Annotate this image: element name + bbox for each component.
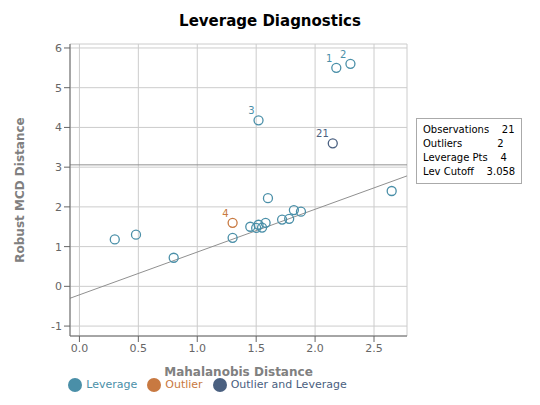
html-text:Outlier and Leverage: Outlier and Leverage: [230, 378, 347, 391]
html-text:Leverage: Leverage: [86, 378, 138, 391]
svg-text:5: 5: [55, 82, 62, 95]
svg-text:3: 3: [55, 161, 62, 174]
html-text:Observations 21 Outliers 2 Lev: Observations 21 Outliers 2 Leverage Pts …: [423, 124, 516, 177]
html-text:Leverage Diagnostics: Leverage Diagnostics: [179, 12, 361, 30]
svg-text:-1: -1: [51, 320, 62, 333]
svg-text:4: 4: [222, 208, 228, 219]
svg-text:0.5: 0.5: [130, 342, 148, 355]
svg-text:1.0: 1.0: [189, 342, 207, 355]
svg-text:0.0: 0.0: [71, 342, 89, 355]
svg-text:4: 4: [55, 121, 62, 134]
svg-text:Robust MCD Distance: Robust MCD Distance: [13, 117, 27, 262]
svg-text:2.5: 2.5: [365, 342, 383, 355]
svg-text:1: 1: [55, 241, 62, 254]
svg-text:2: 2: [55, 201, 62, 214]
svg-text:2.0: 2.0: [306, 342, 324, 355]
svg-text:2: 2: [340, 49, 346, 60]
svg-text:6: 6: [55, 42, 62, 55]
html-text:Outlier: Outlier: [165, 378, 203, 391]
svg-text:Mahalanobis Distance: Mahalanobis Distance: [164, 365, 313, 379]
svg-text:0: 0: [55, 280, 62, 293]
svg-text:21: 21: [316, 128, 329, 139]
svg-text:1.5: 1.5: [247, 342, 265, 355]
svg-text:1: 1: [326, 53, 332, 64]
svg-text:3: 3: [248, 105, 254, 116]
